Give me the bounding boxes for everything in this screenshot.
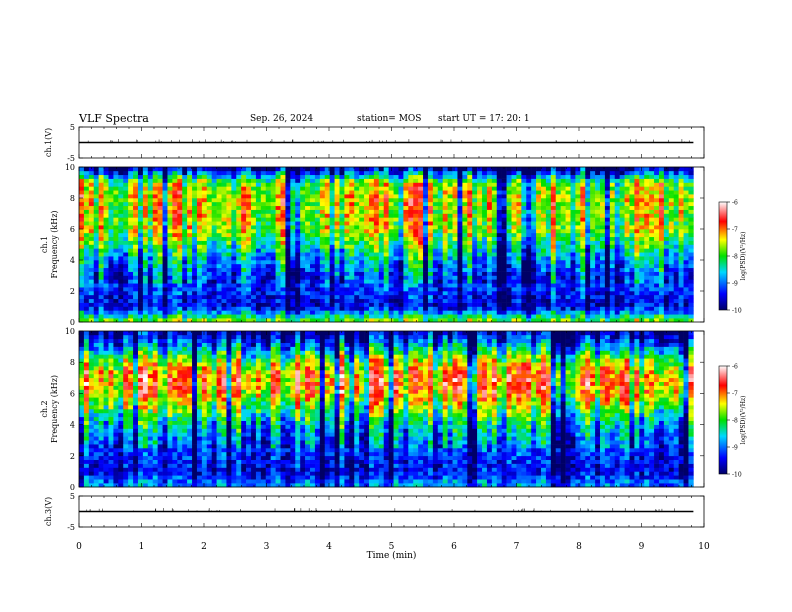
y-tick-label: 10 [65, 327, 75, 336]
y-tick-label: 2 [70, 287, 75, 296]
channel-label: ch.2 [40, 400, 49, 417]
y-tick-label: 2 [70, 452, 75, 461]
spectrogram-ch2 [79, 331, 694, 488]
x-axis-label: Time (min) [367, 550, 417, 561]
colorbar-tick-label: -10 [732, 308, 742, 315]
colorbar-tick-label: -9 [732, 281, 738, 288]
colorbar-tick-label: -6 [732, 200, 738, 207]
colorbar-tick-label: -7 [732, 391, 738, 398]
colorbar-tick-label: -6 [732, 364, 738, 371]
x-tick-label: 1 [139, 542, 145, 552]
colorbar-tick-label: -7 [732, 227, 738, 234]
y-tick-label: 8 [70, 194, 75, 203]
y-tick-label: 8 [70, 358, 75, 367]
y-tick-label: 4 [70, 256, 75, 265]
channel-label: ch.1 [40, 236, 49, 253]
x-tick-label: 9 [639, 542, 645, 552]
start-time-label: start UT = 17: 20: 1 [438, 114, 530, 124]
x-tick-label: 6 [451, 542, 457, 552]
y-axis-label: ch.1(V) [44, 128, 53, 157]
y-tick-label: 5 [70, 492, 75, 501]
colorbar-label: log(PSD)(V²/Hz) [740, 396, 747, 445]
colorbar-tick-label: -8 [732, 254, 738, 261]
y-axis-label: Frequency (kHz) [50, 375, 59, 443]
y-axis-label: Frequency (kHz) [50, 210, 59, 278]
colorbar-label: log(PSD)(V²/Hz) [740, 232, 747, 281]
colorbar-tick-label: -9 [732, 445, 738, 452]
y-tick-label: -5 [67, 154, 75, 163]
x-tick-label: 10 [698, 542, 710, 552]
x-tick-label: 7 [514, 542, 520, 552]
colorbar-ch2 [718, 365, 728, 475]
y-tick-label: 4 [70, 421, 75, 430]
x-tick-label: 8 [576, 542, 582, 552]
y-tick-label: 6 [70, 389, 75, 398]
y-axis-label: ch.3(V) [44, 497, 53, 526]
y-tick-label: 0 [70, 483, 75, 492]
y-tick-label: 10 [65, 163, 75, 172]
date-label: Sep. 26, 2024 [250, 114, 314, 124]
spectrogram-ch1 [79, 167, 694, 323]
x-tick-label: 2 [201, 542, 207, 552]
x-tick-label: 5 [389, 542, 395, 552]
station-label: station= MOS [357, 114, 422, 124]
colorbar-tick-label: -8 [732, 418, 738, 425]
chart-title: VLF Spectra [79, 112, 149, 125]
y-tick-label: -5 [67, 523, 75, 532]
y-tick-label: 5 [70, 123, 75, 132]
x-tick-label: 3 [264, 542, 270, 552]
x-tick-label: 0 [76, 542, 82, 552]
colorbar-ch1 [718, 201, 728, 311]
y-tick-label: 0 [70, 318, 75, 327]
x-tick-label: 4 [326, 542, 332, 552]
y-tick-label: 6 [70, 225, 75, 234]
colorbar-tick-label: -10 [732, 472, 742, 479]
